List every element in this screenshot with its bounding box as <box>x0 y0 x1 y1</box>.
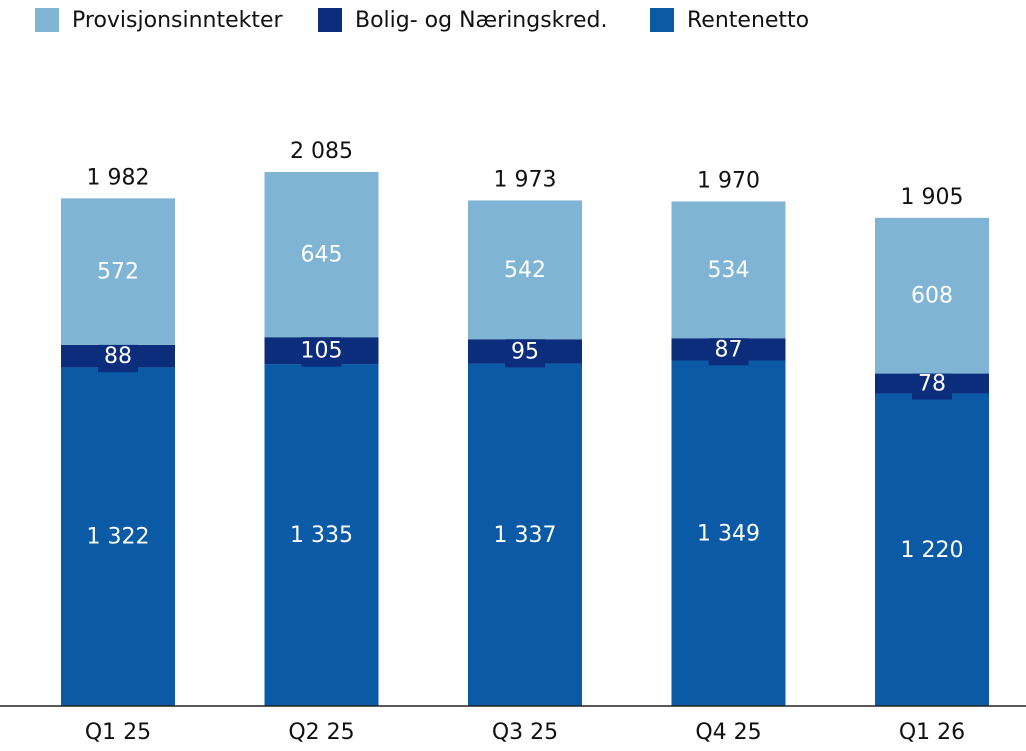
bar-segment <box>671 360 786 706</box>
x-tick-label: Q2 25 <box>288 720 354 745</box>
value-label: 95 <box>511 339 539 364</box>
total-label: 1 970 <box>697 168 760 193</box>
legend-swatch <box>35 8 59 32</box>
value-label: 1 349 <box>697 521 760 546</box>
value-label: 87 <box>715 337 743 362</box>
bar-segment <box>264 364 379 706</box>
value-label: 572 <box>97 260 139 285</box>
bar-segment <box>61 198 175 345</box>
value-label: 78 <box>918 372 946 397</box>
legend-swatch <box>650 8 674 32</box>
bar-segment <box>875 217 989 374</box>
value-label: 88 <box>104 344 132 369</box>
value-label: 608 <box>911 284 953 309</box>
total-label: 1 982 <box>87 165 150 190</box>
x-tick-label: Q4 25 <box>695 720 761 745</box>
x-tick-label: Q1 25 <box>85 720 151 745</box>
bar-segment <box>468 200 582 340</box>
bar-segment <box>61 367 175 706</box>
bar-segment <box>264 172 379 338</box>
legend-label: Rentenetto <box>687 8 809 33</box>
bar-segment <box>875 393 989 706</box>
total-label: 1 905 <box>901 185 964 210</box>
legend-label: Provisjonsinntekter <box>72 8 284 33</box>
label-box <box>98 340 138 373</box>
value-label: 645 <box>301 243 343 268</box>
value-label: 1 337 <box>494 523 557 548</box>
bar-segment <box>468 363 582 706</box>
value-label: 534 <box>708 258 750 283</box>
value-label: 542 <box>504 258 546 283</box>
legend-swatch <box>318 8 342 32</box>
label-box <box>708 333 749 366</box>
label-box <box>505 335 545 368</box>
value-label: 1 220 <box>901 538 964 563</box>
value-label: 105 <box>301 339 343 364</box>
total-label: 1 973 <box>494 168 557 193</box>
x-tick-label: Q3 25 <box>492 720 558 745</box>
value-label: 1 322 <box>87 525 150 550</box>
legend-label: Bolig- og Næringskred. <box>355 8 607 33</box>
bar-segment <box>671 201 786 339</box>
x-tick-label: Q1 26 <box>899 720 965 745</box>
total-label: 2 085 <box>290 139 353 164</box>
value-label: 1 335 <box>290 523 353 548</box>
label-box <box>301 334 342 367</box>
